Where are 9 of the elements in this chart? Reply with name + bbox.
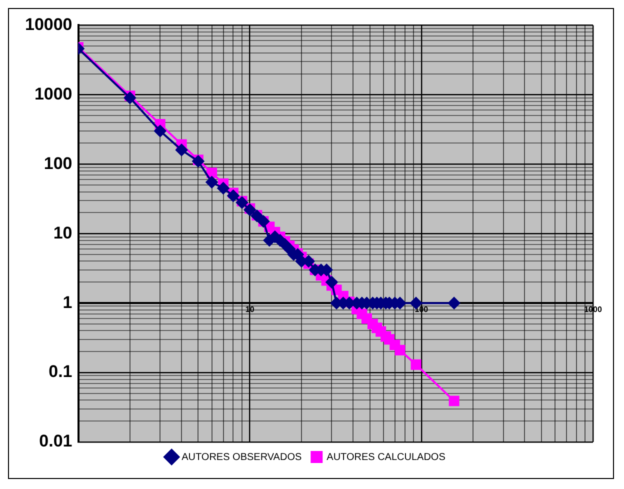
y-tick-label: 1000 (34, 84, 72, 104)
y-tick-label: 100 (44, 154, 72, 173)
y-tick-label: 1 (62, 292, 72, 312)
legend-label: AUTORES CALCULADOS (326, 452, 446, 463)
y-tick-label: 10000 (24, 14, 72, 34)
y-tick-label: 0.1 (48, 362, 72, 382)
y-tick-label: 10 (53, 223, 72, 242)
y-tick-label: 0.01 (39, 432, 72, 451)
legend-label: AUTORES OBSERVADOS (182, 452, 302, 463)
